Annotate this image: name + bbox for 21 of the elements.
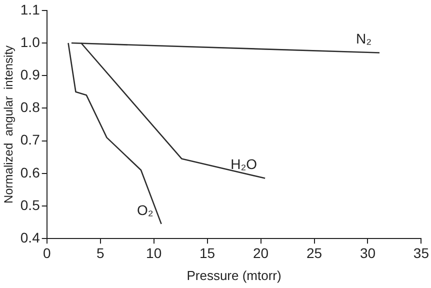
x-tick-label: 0 xyxy=(42,244,51,261)
y-tick-label: 1.0 xyxy=(20,34,40,50)
series-label: N₂ xyxy=(356,30,372,47)
x-axis-title: Pressure (mtorr) xyxy=(186,268,282,283)
series-label: O₂ xyxy=(136,202,154,218)
y-tick-label: 0.7 xyxy=(20,132,40,148)
x-tick-label: 15 xyxy=(200,244,216,261)
y-tick-label: 1.1 xyxy=(20,1,40,18)
x-tick-label: 35 xyxy=(413,244,430,261)
y-tick-label: 0.9 xyxy=(20,66,40,82)
y-axis-title: Normalized angular intensity xyxy=(2,45,16,204)
x-tick-label: 10 xyxy=(146,244,162,261)
x-tick-label: 5 xyxy=(96,244,104,261)
series-label: H₂O xyxy=(230,156,258,172)
y-tick-label: 0.6 xyxy=(20,164,40,180)
x-tick-label: 30 xyxy=(360,244,376,261)
x-tick-label: 25 xyxy=(306,244,322,261)
x-tick-label: 20 xyxy=(252,244,269,261)
y-tick-label: 0.4 xyxy=(20,229,40,246)
y-tick-label: 0.5 xyxy=(20,196,40,213)
y-tick-label: 0.8 xyxy=(20,99,40,116)
